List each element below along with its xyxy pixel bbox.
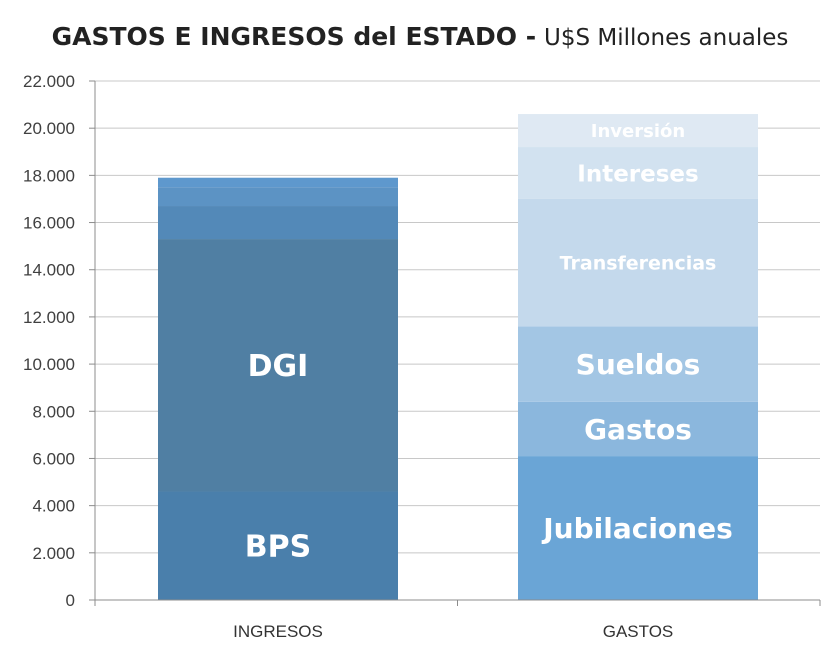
segment-label: Sueldos: [576, 348, 701, 381]
bar-segment-unlabeled: [158, 206, 398, 240]
bar-segment-sueldos: [518, 326, 758, 402]
y-tick-label: 18.000: [23, 166, 75, 185]
bar-segment-unlabeled: [158, 187, 398, 207]
bar-segment-jubilaciones: [518, 456, 758, 600]
y-tick-label: 22.000: [23, 72, 75, 91]
axes: 0 2.000 4.000 6.000 8.000 10.000 12.000 14.000 1…: [23, 72, 821, 610]
segment-label: Inversión: [591, 121, 685, 142]
chart-subtitle: U$S Millones anuales: [544, 25, 789, 51]
chart-title: GASTOS E INGRESOS del ESTADO - U$S Millo…: [0, 22, 840, 51]
bar-segment-intereses: [518, 147, 758, 199]
segment-label: Gastos: [584, 413, 692, 446]
y-tick-label: 16.000: [23, 214, 75, 233]
x-category-label: GASTOS: [603, 622, 674, 641]
y-tick-label: 4.000: [32, 497, 75, 516]
y-tick-label: 12.000: [23, 308, 75, 327]
segment-label: DGI: [248, 349, 309, 384]
x-category-label: INGRESOS: [233, 622, 323, 641]
y-tick-label: 0: [66, 591, 75, 610]
bars: [158, 114, 758, 600]
y-tick-label: 6.000: [32, 449, 75, 468]
segment-label: BPS: [245, 530, 311, 565]
bar-segment-unlabeled: [158, 177, 398, 188]
y-tick-label: 8.000: [32, 402, 75, 421]
chart-title-main: GASTOS E INGRESOS del ESTADO -: [51, 22, 537, 51]
segment-label: Intereses: [577, 161, 698, 187]
y-tick-label: 10.000: [23, 355, 75, 374]
bar-segment-dgi: [158, 239, 398, 492]
y-tick-label: 2.000: [32, 544, 75, 563]
bar-segment-inversión: [518, 114, 758, 148]
bar-segment-gastos: [518, 401, 758, 457]
labels: BPS DGI INGRESOS Jubilaciones Gastos Sueldos T…: [233, 121, 733, 641]
bar-segment-transferencias: [518, 198, 758, 327]
y-tick-label: 14.000: [23, 261, 75, 280]
segment-label: Jubilaciones: [541, 512, 733, 545]
y-tick-label: 20.000: [23, 119, 75, 138]
bar-segment-bps: [158, 491, 398, 600]
segment-label: Transferencias: [560, 252, 717, 274]
